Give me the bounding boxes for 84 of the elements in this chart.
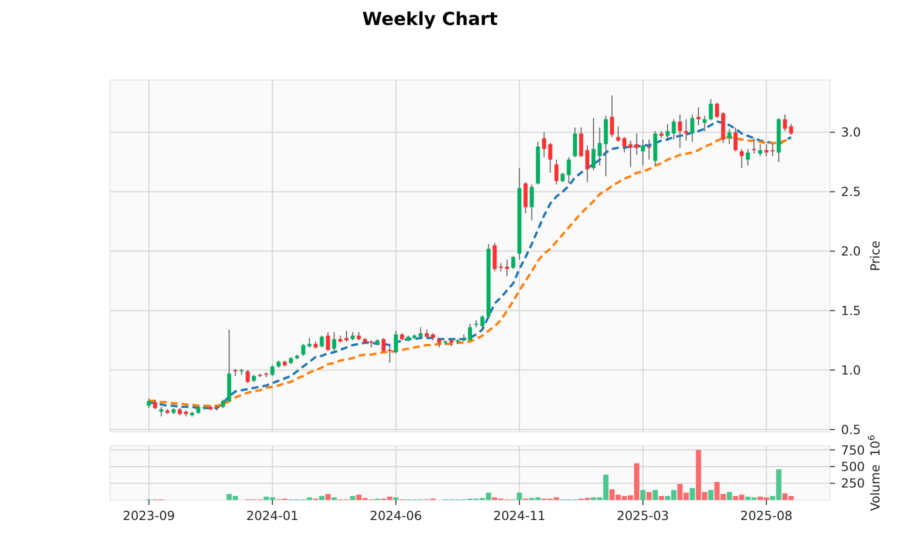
candlestick	[585, 144, 590, 183]
candlestick	[690, 114, 694, 142]
candlestick	[634, 132, 639, 156]
x-tick-label: 2024-01	[246, 508, 299, 523]
candlestick	[789, 123, 794, 136]
candlestick	[628, 140, 633, 168]
y-tick-label: 0.5	[841, 422, 861, 437]
candlestick	[301, 343, 306, 356]
candlestick	[418, 326, 423, 338]
candlestick	[270, 364, 274, 376]
bar	[658, 496, 664, 500]
y-tick-label: 750	[841, 442, 865, 458]
candlestick	[394, 330, 398, 354]
candlestick	[782, 114, 787, 132]
candlestick	[560, 172, 565, 183]
x-tick-label: 2025-03	[616, 508, 670, 523]
bar	[652, 490, 658, 500]
y-axis-title: Price	[867, 240, 882, 272]
candlestick	[746, 148, 750, 166]
candlestick	[579, 127, 584, 158]
candlestick	[572, 127, 577, 158]
candlestick	[740, 148, 744, 168]
candlestick	[332, 332, 336, 352]
y-tick-label: 3.0	[841, 124, 861, 140]
candlestick	[591, 118, 596, 171]
candlestick	[566, 156, 571, 184]
bar	[708, 490, 714, 500]
candlestick	[505, 259, 510, 277]
candlestick	[714, 102, 720, 119]
candlestick	[666, 123, 670, 142]
candlestick	[672, 118, 676, 140]
bar	[640, 490, 646, 500]
candlestick	[542, 132, 546, 158]
y-tick-label: 2.5	[841, 184, 861, 200]
candlestick	[684, 118, 688, 142]
candlestick	[734, 127, 738, 152]
candlestick	[530, 184, 534, 221]
candlestick	[246, 370, 250, 384]
candlestick	[647, 138, 652, 160]
bar	[690, 488, 695, 500]
y-tick-label: 250	[841, 476, 865, 491]
bar	[325, 494, 331, 500]
x-tick-label: 2025-08	[740, 508, 793, 523]
bar	[350, 496, 356, 500]
candlestick	[320, 335, 324, 348]
chart-title: Weekly Chart	[362, 9, 498, 30]
candlestick	[622, 136, 626, 154]
bar	[319, 496, 324, 500]
candlestick	[468, 323, 472, 341]
candlestick	[437, 337, 442, 348]
x-tick-label: 2024-06	[370, 508, 422, 523]
bar	[726, 492, 732, 500]
candlestick	[326, 332, 330, 352]
candlestick	[610, 94, 614, 138]
candlestick	[511, 255, 516, 270]
candlestick	[492, 242, 497, 272]
candlestick	[640, 138, 645, 166]
candlestick	[548, 142, 552, 174]
candlestick	[307, 337, 312, 348]
x-tick-label: 2024-11	[493, 508, 546, 523]
y-tick-label: 500	[841, 458, 865, 474]
candlestick	[708, 98, 713, 121]
candlestick	[764, 144, 768, 157]
candlestick	[344, 330, 349, 342]
candlestick	[616, 126, 620, 142]
candlestick	[382, 337, 386, 353]
x-tick-label: 2023-09	[122, 508, 176, 523]
bar	[646, 492, 652, 500]
candlestick	[598, 127, 602, 166]
bar	[332, 497, 337, 500]
candlestick	[727, 128, 732, 145]
candlestick	[702, 115, 707, 132]
y-tick-label: 2.0	[841, 244, 861, 259]
y-tick-label: 1.5	[841, 302, 861, 318]
candlestick	[480, 314, 484, 330]
candlestick	[678, 114, 682, 148]
candlestick	[770, 144, 775, 157]
y-tick-label: 1.0	[841, 362, 861, 378]
candlestick	[554, 159, 558, 186]
candlestick	[758, 144, 762, 157]
candlestick	[524, 182, 528, 214]
candlestick	[159, 406, 164, 417]
candlestick	[153, 399, 158, 410]
candlestick	[146, 398, 151, 409]
